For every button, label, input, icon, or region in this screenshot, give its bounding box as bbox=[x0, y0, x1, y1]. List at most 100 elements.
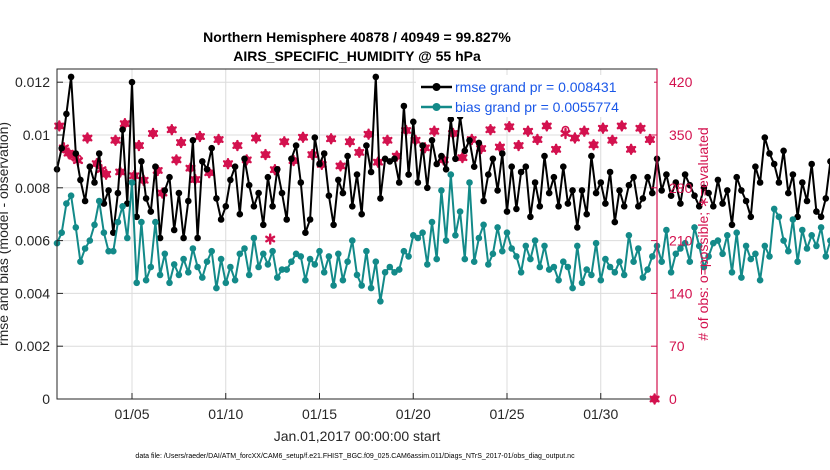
obs-evaluated-point bbox=[222, 158, 234, 170]
bias-point bbox=[180, 255, 187, 263]
bias-point bbox=[358, 282, 366, 289]
bias-point bbox=[667, 269, 675, 276]
bias-point bbox=[639, 274, 647, 281]
rmse-point bbox=[283, 216, 291, 223]
legend: rmse grand pr = 0.008431 bias grand pr =… bbox=[416, 75, 654, 117]
rmse-point bbox=[517, 168, 525, 176]
rmse-point bbox=[138, 158, 145, 165]
rmse-point bbox=[742, 197, 750, 205]
rmse-point bbox=[480, 197, 487, 205]
legend-bias-marker bbox=[432, 103, 441, 111]
bias-point bbox=[311, 261, 319, 268]
obs-evaluated-point bbox=[82, 132, 93, 144]
rmse-point bbox=[527, 213, 534, 221]
obs-evaluated-point bbox=[551, 143, 562, 155]
bias-point bbox=[813, 242, 820, 250]
rmse-point bbox=[105, 187, 112, 194]
obs-evaluated-point bbox=[513, 139, 524, 152]
rmse-point bbox=[410, 118, 417, 126]
bias-point bbox=[142, 276, 150, 284]
y-left-tick-label: 0.004 bbox=[15, 285, 50, 301]
obs-evaluated-point bbox=[635, 122, 646, 134]
bias-point bbox=[672, 250, 680, 258]
rmse-point bbox=[63, 110, 70, 118]
rmse-point bbox=[489, 155, 497, 163]
bias-point bbox=[395, 266, 403, 273]
bias-point bbox=[288, 258, 295, 266]
y-left-tick-label: 0.002 bbox=[15, 338, 50, 354]
bias-point bbox=[199, 274, 206, 281]
y-left-tick-label: 0.008 bbox=[15, 180, 50, 196]
obs-evaluated-point bbox=[147, 127, 159, 140]
rmse-point bbox=[756, 179, 764, 186]
bias-point bbox=[456, 208, 464, 215]
bias-point bbox=[541, 242, 548, 250]
rmse-point bbox=[691, 192, 698, 199]
rmse-point bbox=[325, 192, 333, 199]
obs-evaluated-point bbox=[569, 132, 580, 144]
rmse-point bbox=[349, 203, 356, 210]
bias-point bbox=[152, 218, 159, 226]
y-right-tick-label: 140 bbox=[669, 285, 693, 301]
chart-subtitle: AIRS_SPECIFIC_HUMIDITY @ 55 hPa bbox=[233, 48, 481, 64]
rmse-point bbox=[550, 173, 558, 181]
rmse-point bbox=[508, 163, 515, 170]
bias-point bbox=[213, 284, 220, 292]
rmse-point bbox=[639, 195, 647, 202]
bias-point bbox=[119, 203, 126, 210]
bias-point bbox=[789, 216, 797, 223]
bias-point bbox=[728, 269, 736, 276]
rmse-point bbox=[292, 142, 300, 149]
bias-point bbox=[194, 263, 201, 271]
bias-point bbox=[255, 263, 262, 271]
rmse-point bbox=[789, 171, 797, 178]
rmse-point bbox=[813, 208, 820, 215]
bias-point bbox=[133, 279, 140, 287]
rmse-point bbox=[152, 163, 159, 170]
bias-point bbox=[170, 261, 178, 268]
rmse-point bbox=[719, 200, 726, 207]
bias-point bbox=[705, 253, 712, 260]
bias-point bbox=[147, 263, 155, 271]
bias-point bbox=[67, 192, 75, 199]
obs-evaluated-point bbox=[297, 131, 309, 143]
rmse-point bbox=[705, 189, 712, 197]
rmse-point bbox=[133, 213, 140, 221]
bias-point bbox=[644, 266, 651, 273]
bias-point bbox=[320, 269, 328, 276]
bias-point bbox=[536, 263, 544, 271]
obs-evaluated-point bbox=[644, 133, 655, 146]
obs-evaluated-point bbox=[194, 130, 205, 143]
bias-point bbox=[442, 237, 450, 244]
bias-point bbox=[433, 255, 441, 263]
x-tick-label: 01/25 bbox=[489, 406, 524, 422]
rmse-point bbox=[466, 137, 473, 144]
bias-point bbox=[714, 237, 722, 244]
bias-point bbox=[742, 242, 750, 250]
bias-point bbox=[438, 187, 445, 194]
obs-evaluated-point bbox=[522, 125, 534, 137]
bias-point bbox=[166, 279, 173, 287]
bias-point bbox=[625, 232, 633, 239]
rmse-point bbox=[578, 187, 586, 194]
rmse-point bbox=[203, 166, 211, 173]
y-left-tick-label: 0.01 bbox=[23, 127, 50, 143]
rmse-point bbox=[531, 179, 539, 186]
bias-point bbox=[245, 271, 253, 279]
bias-point bbox=[222, 279, 230, 287]
rmse-point bbox=[817, 213, 825, 221]
rmse-point bbox=[255, 189, 262, 197]
bias-point bbox=[527, 255, 534, 263]
y-left-tick-label: 0.012 bbox=[15, 74, 50, 90]
rmse-point bbox=[714, 176, 722, 184]
rmse-point bbox=[264, 173, 272, 181]
rmse-point bbox=[766, 150, 773, 157]
bias-point bbox=[785, 247, 792, 255]
rmse-point bbox=[367, 168, 375, 176]
rmse-point bbox=[274, 166, 281, 173]
rmse-point bbox=[588, 152, 595, 160]
bias-point bbox=[227, 263, 234, 271]
bias-point bbox=[803, 245, 811, 252]
bias-point bbox=[236, 250, 244, 258]
bias-point bbox=[189, 245, 197, 252]
